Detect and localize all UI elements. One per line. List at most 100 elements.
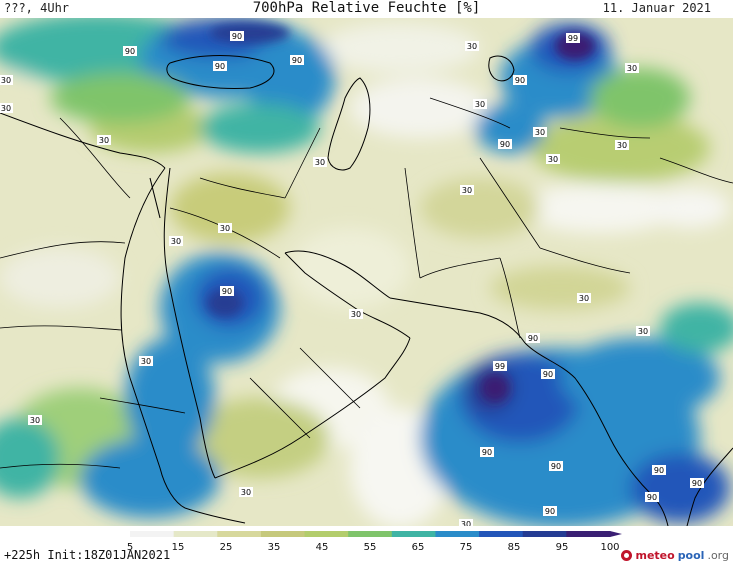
isohumidity-label-text: 30 (171, 237, 181, 246)
isohumidity-label: 90 (526, 333, 540, 343)
isohumidity-label: 90 (220, 286, 234, 296)
isohumidity-label-text: 30 (627, 64, 637, 73)
isohumidity-label-text: 90 (222, 287, 232, 296)
legend-swatch (348, 531, 393, 537)
isohumidity-label: 90 (645, 492, 659, 502)
isohumidity-label: 30 (313, 157, 327, 167)
legend-tick-label: 100 (600, 542, 619, 553)
isohumidity-label: 30 (460, 185, 474, 195)
isohumidity-label-text: 90 (692, 479, 702, 488)
legend-tick-label: 45 (316, 542, 329, 553)
isohumidity-label: 30 (0, 75, 13, 85)
isohumidity-label-text: 30 (548, 155, 558, 164)
isohumidity-label: 90 (498, 139, 512, 149)
isohumidity-label-text: 90 (125, 47, 135, 56)
isohumidity-label: 99 (493, 361, 507, 371)
isohumidity-label: 90 (230, 31, 244, 41)
legend-tick-label: 75 (460, 542, 473, 553)
isohumidity-label-text: 30 (638, 327, 648, 336)
isohumidity-label: 90 (213, 61, 227, 71)
isohumidity-labels: 90 90 90 90 30 99 90 30 30 30 30 30 30 30 90 30 30 30 30 30… (0, 31, 704, 526)
isohumidity-label: 30 (533, 127, 547, 137)
isohumidity-label: 30 (615, 140, 629, 150)
isohumidity-label-text: 90 (482, 448, 492, 457)
isohumidity-label-text: 30 (315, 158, 325, 167)
isohumidity-label: 90 (549, 461, 563, 471)
isohumidity-label-text: 90 (545, 507, 555, 516)
isohumidity-label: 30 (473, 99, 487, 109)
isohumidity-label-text: 30 (1, 76, 11, 85)
isohumidity-label-text: 30 (220, 224, 230, 233)
isohumidity-label: 90 (123, 46, 137, 56)
isohumidity-label-text: 90 (647, 493, 657, 502)
legend-swatch (435, 531, 480, 537)
isohumidity-label: 90 (290, 55, 304, 65)
isohumidity-label: 30 (169, 236, 183, 246)
isohumidity-label-text: 30 (141, 357, 151, 366)
isohumidity-label-text: 30 (535, 128, 545, 137)
legend-swatch (304, 531, 349, 537)
isohumidity-label-text: 30 (99, 136, 109, 145)
isohumidity-label: 90 (690, 478, 704, 488)
isohumidity-label-text: 90 (551, 462, 561, 471)
legend-tick-label: 25 (220, 542, 233, 553)
isohumidity-label-text: 90 (292, 56, 302, 65)
logo-text-pool: pool (677, 549, 705, 562)
isohumidity-label: 90 (652, 465, 666, 475)
isohumidity-label: 30 (636, 326, 650, 336)
isohumidity-label-text: 90 (232, 32, 242, 41)
isohumidity-label-text: 30 (30, 416, 40, 425)
legend-swatch (391, 531, 436, 537)
forecast-day-label: ???, 4Uhr (4, 1, 70, 15)
isohumidity-label-text: 99 (495, 362, 505, 371)
legend-tick-label: 15 (172, 542, 185, 553)
legend-swatch (479, 531, 524, 537)
map-title: 700hPa Relative Feuchte [%] (252, 0, 481, 16)
map-header: ???, 4Uhr 700hPa Relative Feuchte [%] 11… (0, 0, 733, 18)
legend-tick-label: 65 (412, 542, 425, 553)
legend-swatch (522, 531, 567, 537)
isohumidity-label-text: 30 (617, 141, 627, 150)
logo-text-meteo: meteo (635, 549, 675, 562)
isohumidity-label-text: 30 (461, 520, 471, 526)
isohumidity-label-text: 90 (528, 334, 538, 343)
isohumidity-label: 30 (349, 309, 363, 319)
coastlines (0, 55, 733, 526)
isohumidity-label-text: 30 (467, 42, 477, 51)
humidity-color-legend: 5 15 25 35 45 55 65 75 85 95 100 (127, 531, 622, 553)
isohumidity-label: 30 (459, 519, 473, 526)
isohumidity-label: 90 (541, 369, 555, 379)
isohumidity-label: 30 (139, 356, 153, 366)
isohumidity-label: 30 (625, 63, 639, 73)
isohumidity-label-text: 90 (654, 466, 664, 475)
isohumidity-label: 90 (513, 75, 527, 85)
isohumidity-label: 30 (0, 103, 13, 113)
isohumidity-label: 30 (97, 135, 111, 145)
meteopool-logo[interactable]: meteo pool .org (621, 549, 729, 562)
isohumidity-label: 99 (566, 33, 580, 43)
isohumidity-label-text: 99 (568, 34, 578, 43)
legend-tick-label: 55 (364, 542, 377, 553)
legend-swatch (130, 531, 175, 537)
isohumidity-label-text: 30 (351, 310, 361, 319)
model-run-info: +225h Init:18Z01JAN2021 (4, 548, 171, 562)
isohumidity-label: 30 (28, 415, 42, 425)
isohumidity-label-text: 30 (462, 186, 472, 195)
isohumidity-label: 30 (465, 41, 479, 51)
legend-tick-label: 5 (127, 542, 133, 553)
isohumidity-label-text: 90 (515, 76, 525, 85)
isohumidity-label: 30 (546, 154, 560, 164)
legend-tick-label: 95 (556, 542, 569, 553)
isohumidity-label: 30 (218, 223, 232, 233)
isohumidity-label: 90 (480, 447, 494, 457)
humidity-map: 90 90 90 90 30 99 90 30 30 30 30 30 30 30 90 30 30 30 30 30… (0, 18, 733, 526)
isohumidity-label-text: 90 (500, 140, 510, 149)
forecast-date: 11. Januar 2021 (602, 1, 711, 15)
isohumidity-label-text: 90 (543, 370, 553, 379)
map-canvas: 90 90 90 90 30 99 90 30 30 30 30 30 30 30 90 30 30 30 30 30… (0, 18, 733, 526)
isohumidity-label-text: 30 (579, 294, 589, 303)
isohumidity-label: 30 (577, 293, 591, 303)
isohumidity-label: 30 (239, 487, 253, 497)
legend-tick-label: 85 (508, 542, 521, 553)
map-footer: 5 15 25 35 45 55 65 75 85 95 100 +225h Init:18Z01J… (0, 526, 733, 566)
